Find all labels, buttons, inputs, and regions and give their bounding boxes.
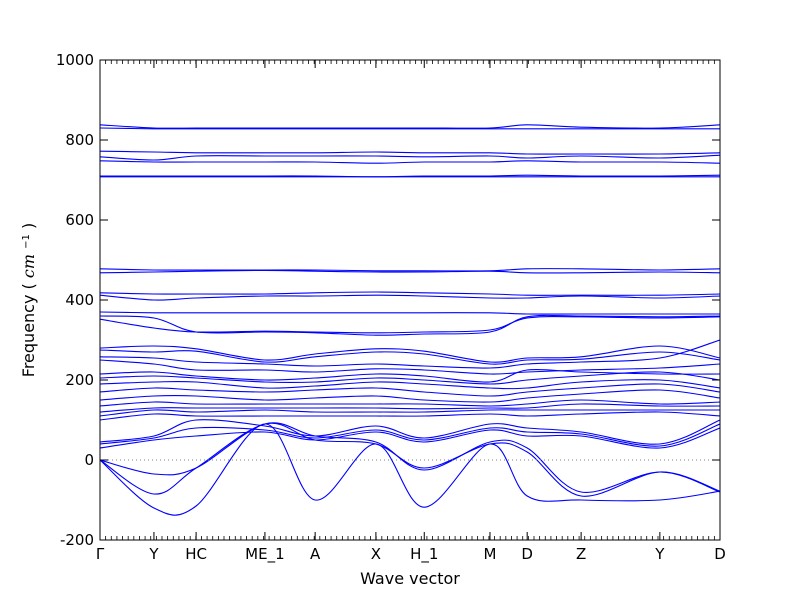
band-line-18: [100, 359, 720, 375]
x-tick-label: Z: [576, 545, 586, 563]
band-line-21: [100, 379, 720, 390]
band-line-4: [100, 154, 720, 161]
band-line-9: [100, 269, 720, 274]
x-axis-title: Wave vector: [360, 569, 460, 588]
x-tick-label: ME_1: [245, 545, 284, 564]
x-tick-label: M: [484, 545, 497, 563]
band-line-19: [100, 368, 720, 383]
y-axis-ticks: -200 0 200 400 600 800 1000: [56, 51, 720, 549]
band-line-28: [100, 419, 720, 445]
band-line-14: [100, 316, 720, 334]
x-tick-label: Γ: [96, 545, 105, 563]
band-line-10: [100, 291, 720, 296]
band-line-8: [100, 268, 720, 272]
y-tick-label: 200: [65, 371, 94, 389]
band-line-30: [100, 427, 720, 449]
band-line-17: [100, 339, 720, 369]
band-line-2: [100, 127, 720, 130]
band-line-27: [100, 411, 720, 421]
x-tick-label: HC: [185, 545, 207, 563]
y-tick-label: -200: [60, 531, 94, 549]
x-tick-label: H_1: [410, 545, 438, 564]
band-line-26: [100, 409, 720, 417]
y-tick-label: 1000: [56, 51, 94, 69]
band-line-29: [100, 423, 720, 447]
band-line-16: [100, 349, 720, 365]
x-tick-label: D: [714, 545, 726, 563]
band-line-20: [100, 371, 720, 385]
band-line-33: [100, 423, 720, 516]
y-axis-unit-exp: −1: [21, 234, 32, 249]
x-tick-label: Y: [654, 545, 665, 563]
y-axis-title: Frequency ( cm −1 ): [19, 223, 38, 377]
y-tick-label: 0: [84, 451, 94, 469]
x-axis-ticks: Γ Y HC ME_1 A X H_1 M D Z Y D: [96, 60, 726, 564]
band-line-11: [100, 294, 720, 301]
band-line-12: [100, 311, 720, 315]
y-tick-label: 800: [65, 131, 94, 149]
y-axis-unit-close: ): [19, 223, 38, 229]
x-tick-label: X: [371, 545, 381, 563]
x-tick-label: D: [521, 545, 533, 563]
band-lines: [100, 124, 720, 516]
x-minor-ticks: [99, 60, 721, 540]
y-tick-label: 600: [65, 211, 94, 229]
y-axis-title-text: Frequency: [19, 295, 38, 378]
plot-frame: [99, 59, 721, 541]
band-line-24: [100, 399, 720, 407]
band-line-3: [100, 150, 720, 155]
band-line-22: [100, 383, 720, 397]
band-line-23: [100, 389, 720, 403]
y-axis-unit-base: cm: [19, 254, 38, 278]
y-axis-unit-open: (: [19, 283, 38, 289]
band-line-1: [100, 124, 720, 129]
band-line-5: [100, 160, 720, 164]
y-tick-label: 400: [65, 291, 94, 309]
band-line-15: [100, 345, 720, 363]
x-tick-label: A: [310, 545, 321, 563]
x-tick-label: Y: [148, 545, 159, 563]
band-line-25: [100, 403, 720, 413]
band-line-32: [100, 422, 720, 497]
